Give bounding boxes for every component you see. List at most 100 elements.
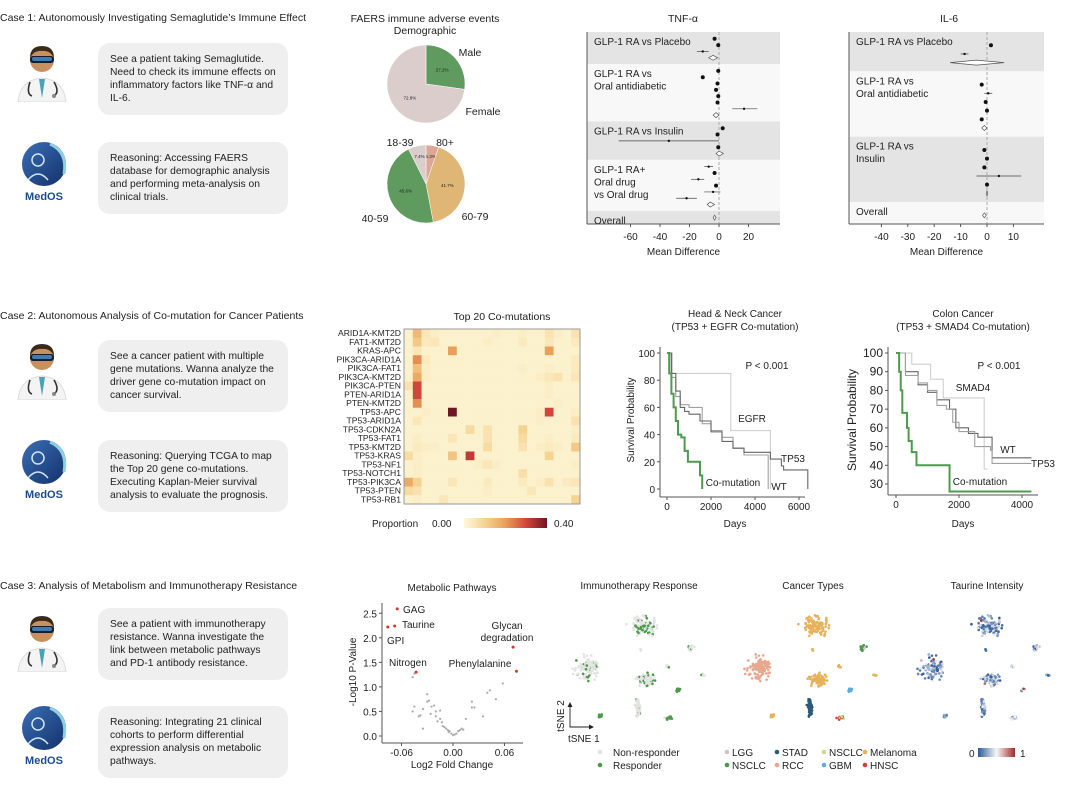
tsne-point-cancer-type	[816, 629, 820, 633]
medos-logo-icon: MedOS	[22, 142, 67, 203]
heatmap-cell	[456, 390, 466, 400]
heatmap-cell	[421, 425, 431, 435]
tsne-point-cancer-type	[825, 616, 828, 620]
tsne-point-cancer-type	[763, 669, 766, 673]
forest-study-point	[715, 132, 720, 137]
heatmap-cell	[536, 442, 545, 452]
tsne-point-response	[585, 654, 589, 657]
heatmap-cell	[483, 381, 493, 391]
volcano-highlight-point	[514, 669, 518, 673]
heatmap-cell	[492, 451, 501, 461]
heatmap-cell	[474, 381, 484, 391]
heatmap-cell	[439, 486, 449, 496]
volcano-point	[436, 720, 439, 723]
heatmap-cell	[456, 477, 466, 487]
km-series-label: TP53	[781, 454, 805, 465]
heatmap-cell	[483, 390, 493, 400]
heatmap-cell	[571, 451, 581, 461]
tsne-point-response	[638, 684, 641, 688]
tsne-point-taurine	[983, 617, 986, 620]
heatmap-cell	[474, 442, 484, 452]
forest-group-label: GLP-1 RA vs	[594, 69, 652, 80]
tsne-point-taurine	[992, 677, 995, 680]
heatmap-cell	[448, 381, 457, 391]
heatmap-cell	[527, 372, 537, 382]
tsne-point-cancer-type	[827, 626, 830, 630]
heatmap-cell	[509, 390, 519, 400]
heatmap-cell	[492, 355, 501, 365]
tsne-point-cancer-type	[806, 677, 809, 681]
tsne-point-cancer-type	[811, 648, 814, 651]
tsne-point-taurine	[979, 677, 982, 681]
forest-study-point	[987, 92, 990, 95]
heatmap-cell	[571, 355, 581, 365]
tsne-point-taurine	[992, 633, 996, 636]
heatmap-cell	[456, 469, 466, 478]
heatmap-cell	[456, 381, 466, 391]
tsne-point-response	[647, 633, 651, 636]
heatmap-cell	[421, 460, 431, 470]
tsne-point-cancer-type	[807, 634, 811, 638]
forest-pooled-diamond	[982, 212, 987, 219]
km-series-label: EGFR	[738, 414, 766, 425]
colorbar-max-label: 0.40	[554, 519, 574, 530]
heatmap-cell	[553, 329, 563, 338]
tsne-point-response	[593, 678, 596, 681]
heatmap-cell	[430, 495, 440, 505]
legend-marker	[724, 749, 730, 755]
tsne-point-cancer-type	[763, 664, 767, 667]
tsne-point-taurine	[991, 671, 994, 675]
tsne-point-cancer-type	[819, 633, 823, 636]
legend-label: Responder	[613, 761, 663, 772]
heatmap-cell	[448, 346, 457, 356]
forest-study-point	[685, 197, 688, 200]
forest-study-point	[963, 52, 966, 56]
forest-pooled-diamond	[715, 150, 725, 157]
heatmap-cell	[500, 329, 510, 338]
heatmap-cell	[544, 477, 554, 487]
heatmap-cell	[421, 329, 431, 338]
heatmap-cell	[404, 460, 413, 470]
heatmap-cell	[474, 337, 484, 347]
heatmap-cell	[536, 460, 545, 470]
tsne-point-response	[648, 626, 652, 630]
heatmap-cell	[412, 407, 422, 417]
heatmap-cell	[474, 364, 484, 373]
heatmap-cell	[483, 460, 493, 470]
km-y-tick-label: 30	[870, 477, 884, 491]
heatmap-cell	[421, 442, 431, 452]
medos-logo-icon: MedOS	[22, 440, 67, 501]
heatmap-cell	[483, 372, 493, 382]
tsne-point-cancer-type	[816, 675, 820, 679]
volcano-point-label: Nitrogen	[389, 658, 427, 669]
heatmap-cell	[518, 425, 528, 435]
heatmap-cell	[562, 477, 572, 487]
heatmap-cell	[544, 495, 554, 505]
tsne-point-taurine	[980, 708, 984, 711]
heatmap-cell	[412, 469, 422, 478]
tsne-point-taurine	[940, 674, 943, 678]
heatmap-cell	[430, 434, 440, 443]
tsne-point-taurine	[987, 621, 990, 625]
heatmap-cell	[553, 451, 563, 461]
volcano-point	[458, 729, 461, 732]
tsne-point-cancer-type	[813, 624, 817, 628]
heatmap-row-label: ARID1A-KMT2D	[338, 328, 401, 338]
heatmap-cell	[474, 434, 484, 443]
tsne-point-cancer-type	[808, 677, 812, 681]
heatmap-cell	[536, 329, 545, 338]
heatmap-cell	[404, 434, 413, 443]
pie-slice-60-79	[425, 146, 466, 223]
tsne-point-taurine	[989, 675, 993, 679]
heatmap-cell	[483, 346, 493, 356]
heatmap-cell	[412, 346, 422, 356]
heatmap-cell	[404, 416, 413, 426]
heatmap-cell	[553, 390, 563, 400]
tsne-point-response	[600, 713, 603, 717]
heatmap-cell	[421, 381, 431, 391]
heatmap-row-label: TP53-KRAS	[354, 451, 401, 461]
tsne-point-response	[641, 624, 645, 628]
tsne-point-cancer-type	[806, 624, 809, 627]
heatmap-title: Top 20 Co-mutations	[454, 311, 551, 323]
heatmap-cell	[492, 390, 501, 400]
